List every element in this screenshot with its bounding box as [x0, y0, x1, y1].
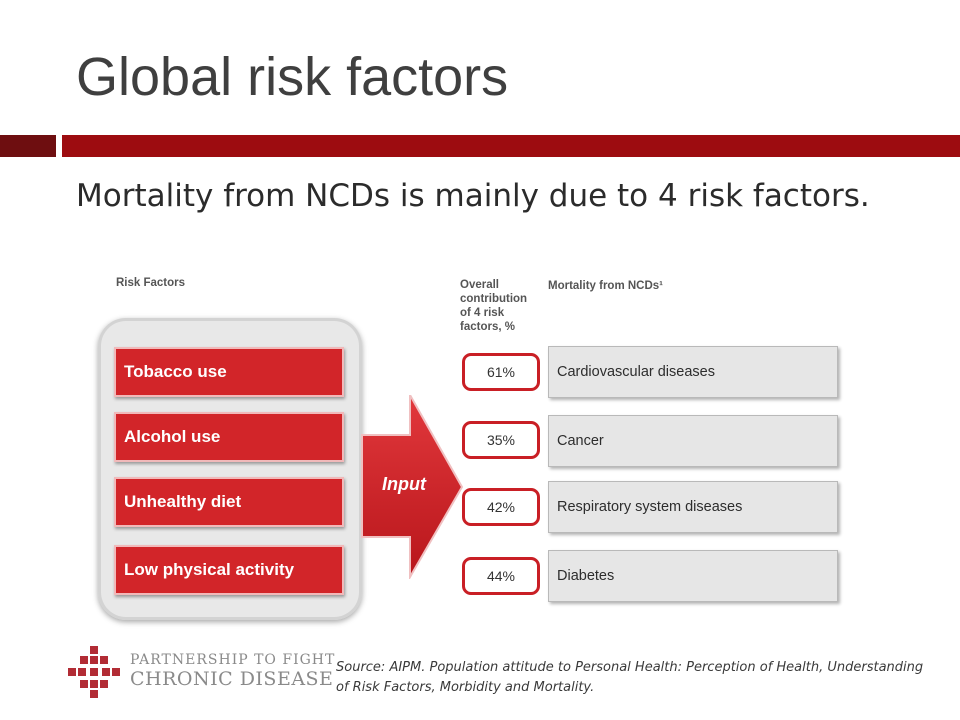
title-rule-dark-segment: [0, 135, 56, 157]
contribution-respiratory: 42%: [462, 488, 540, 526]
outcome-diabetes: Diabetes: [548, 550, 838, 602]
mortality-header: Mortality from NCDs¹: [548, 280, 664, 292]
contribution-header: Overall contribution of 4 risk factors, …: [460, 279, 528, 333]
slide-title: Global risk factors: [76, 47, 509, 107]
outcome-cancer: Cancer: [548, 415, 838, 467]
risk-factors-header: Risk Factors: [116, 277, 186, 289]
outcome-cardiovascular: Cardiovascular diseases: [548, 346, 838, 398]
risk-factor-alcohol: Alcohol use: [114, 412, 344, 462]
contribution-diabetes: 44%: [462, 557, 540, 595]
arrow-label: Input: [382, 474, 426, 494]
input-arrow: [361, 395, 464, 579]
risk-factor-tobacco: Tobacco use: [114, 347, 344, 397]
outcome-respiratory: Respiratory system diseases: [548, 481, 838, 533]
contribution-cardiovascular: 61%: [462, 353, 540, 391]
source-citation: Source: AIPM. Population attitude to Per…: [336, 660, 924, 695]
cross-logo-icon: [68, 646, 120, 698]
title-rule: [62, 135, 960, 157]
logo-text-line1: PARTNERSHIP TO FIGHT: [130, 652, 336, 668]
logo-text-line2: CHRONIC DISEASE: [130, 668, 334, 690]
contribution-cancer: 35%: [462, 421, 540, 459]
risk-factor-physical-activity: Low physical activity: [114, 545, 344, 595]
risk-factor-diet: Unhealthy diet: [114, 477, 344, 527]
slide-subtitle: Mortality from NCDs is mainly due to 4 r…: [76, 178, 870, 214]
